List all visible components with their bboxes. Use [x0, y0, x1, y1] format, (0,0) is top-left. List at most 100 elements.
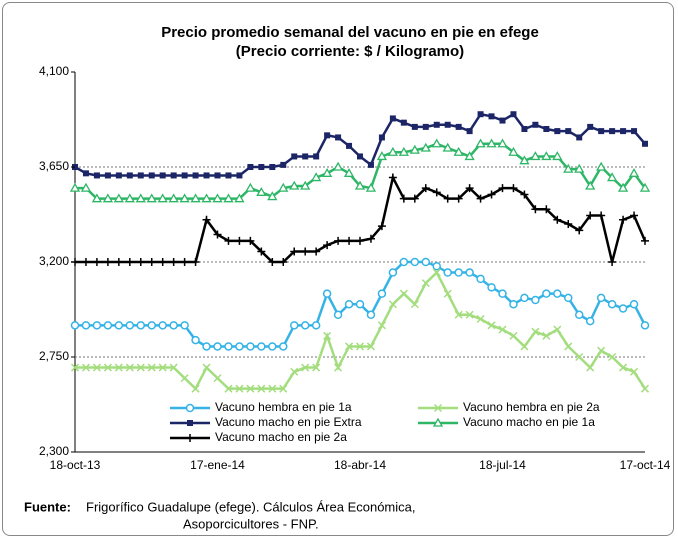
marker	[81, 321, 91, 330]
marker	[410, 300, 419, 309]
marker	[639, 182, 651, 192]
marker	[147, 363, 156, 372]
marker	[323, 241, 332, 250]
marker	[486, 138, 497, 148]
marker	[367, 161, 374, 168]
marker	[499, 117, 506, 124]
marker	[365, 182, 377, 192]
marker	[399, 257, 409, 267]
marker	[400, 119, 407, 126]
marker	[640, 384, 650, 393]
marker	[70, 363, 80, 372]
marker	[443, 268, 452, 277]
marker	[466, 128, 473, 135]
marker	[92, 258, 101, 266]
marker	[509, 299, 518, 309]
y-tick-label: 3,200	[39, 254, 69, 268]
marker	[355, 299, 365, 309]
marker	[421, 257, 431, 267]
marker	[159, 172, 166, 179]
marker	[432, 417, 444, 427]
marker	[389, 115, 396, 122]
marker	[454, 268, 463, 277]
marker	[399, 289, 408, 298]
marker	[334, 236, 343, 245]
marker	[169, 363, 178, 372]
marker	[366, 234, 375, 243]
legend-box	[165, 398, 643, 448]
marker	[378, 134, 385, 141]
marker	[202, 342, 211, 351]
marker	[443, 289, 452, 298]
legend-label: Vacuno macho en pie 2a	[215, 430, 347, 444]
marker	[103, 258, 112, 266]
marker	[565, 128, 572, 135]
marker	[235, 236, 244, 245]
marker	[135, 193, 146, 203]
marker	[202, 363, 211, 372]
marker	[235, 342, 244, 351]
marker	[520, 293, 529, 303]
marker	[531, 205, 540, 214]
marker	[629, 299, 639, 309]
marker	[388, 173, 397, 182]
source-text: Frigorífico Guadalupe (efege). Cálculos …	[86, 499, 416, 514]
marker	[398, 146, 409, 156]
marker	[553, 325, 562, 334]
marker	[420, 142, 431, 152]
marker	[224, 342, 233, 351]
marker	[575, 226, 584, 235]
legend-label: Vacuno macho en pie 1a	[463, 415, 595, 429]
marker	[564, 220, 573, 228]
marker	[618, 304, 628, 313]
marker	[302, 153, 309, 160]
marker	[300, 321, 310, 330]
y-tick-label: 3,650	[39, 159, 69, 173]
marker	[465, 184, 474, 193]
marker	[224, 236, 233, 245]
marker	[630, 211, 639, 220]
marker	[630, 367, 639, 376]
marker	[553, 289, 562, 298]
marker	[268, 384, 277, 393]
marker	[257, 247, 266, 256]
marker	[180, 258, 189, 266]
marker	[114, 258, 123, 266]
legend-label: Vacuno hembra en pie 1a	[215, 400, 352, 414]
marker	[136, 363, 145, 372]
marker	[158, 258, 167, 266]
marker	[69, 182, 81, 192]
marker	[455, 123, 462, 130]
marker	[214, 172, 221, 179]
marker	[608, 352, 617, 362]
marker	[225, 172, 232, 179]
marker	[453, 146, 464, 156]
marker	[235, 384, 244, 393]
marker	[301, 363, 310, 372]
marker	[321, 168, 333, 177]
marker	[377, 321, 386, 330]
marker	[246, 342, 255, 351]
marker	[444, 121, 451, 128]
x-tick-label: 18-oct-13	[50, 458, 101, 472]
marker	[179, 193, 190, 203]
marker	[114, 363, 123, 372]
marker	[432, 268, 441, 277]
marker	[587, 123, 594, 130]
marker	[147, 258, 156, 266]
marker	[137, 172, 144, 179]
marker	[454, 194, 463, 203]
marker	[576, 134, 583, 141]
marker	[169, 258, 178, 266]
marker	[356, 236, 364, 245]
marker	[488, 113, 495, 120]
marker	[617, 182, 629, 192]
marker	[148, 172, 155, 179]
marker	[487, 321, 496, 330]
marker	[70, 321, 80, 330]
marker	[146, 193, 157, 203]
marker	[596, 293, 606, 303]
marker	[279, 342, 288, 351]
marker	[102, 193, 114, 203]
marker	[213, 230, 222, 239]
